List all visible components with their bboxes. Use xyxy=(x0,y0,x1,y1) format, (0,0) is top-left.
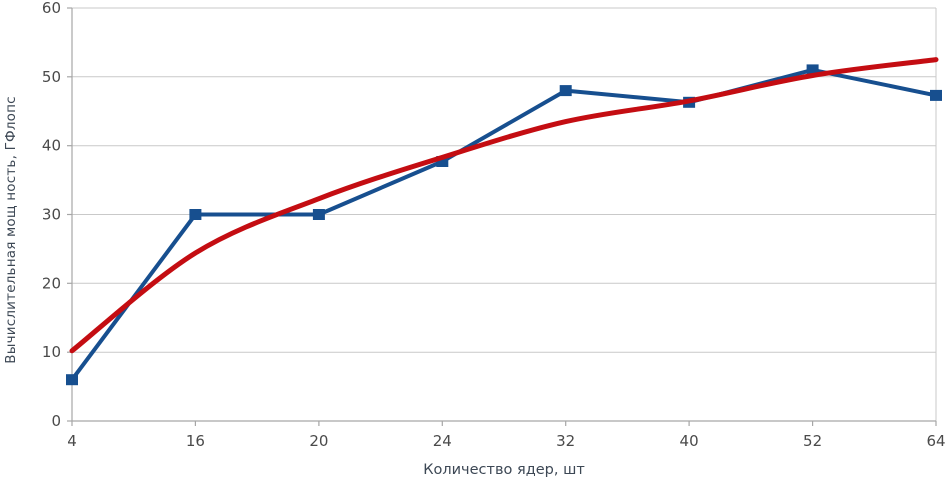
data-point-marker xyxy=(312,209,325,220)
trendline xyxy=(69,57,939,354)
y-tick-label: 60 xyxy=(42,0,61,17)
data-point-marker xyxy=(436,156,449,167)
x-tick-label: 4 xyxy=(67,432,77,450)
x-tick-label: 64 xyxy=(926,432,945,450)
y-tick-label: 40 xyxy=(42,137,61,155)
data-point-marker xyxy=(930,89,942,101)
x-tick-label: 24 xyxy=(433,432,452,450)
y-tick-label: 10 xyxy=(42,343,61,361)
y-tick-label: 50 xyxy=(42,68,61,86)
y-axis-title: Вычислительная мощ ность, ГФлопс xyxy=(3,96,19,364)
data-point-marker xyxy=(806,64,819,76)
y-tick-label: 20 xyxy=(42,274,61,292)
data-point-marker xyxy=(189,209,202,220)
x-tick-label: 20 xyxy=(309,432,328,450)
data-series-line xyxy=(70,67,938,382)
x-tick-label: 32 xyxy=(556,432,575,450)
x-tick-label: 16 xyxy=(186,432,205,450)
y-tick-label: 30 xyxy=(42,206,61,224)
y-tick-label: 0 xyxy=(51,412,61,430)
x-tick-label: 40 xyxy=(680,432,699,450)
data-point-marker xyxy=(559,85,572,97)
x-axis-title: Количество ядер, шт xyxy=(423,462,585,478)
x-tick-label: 52 xyxy=(803,432,822,450)
data-point-marker xyxy=(66,374,78,386)
